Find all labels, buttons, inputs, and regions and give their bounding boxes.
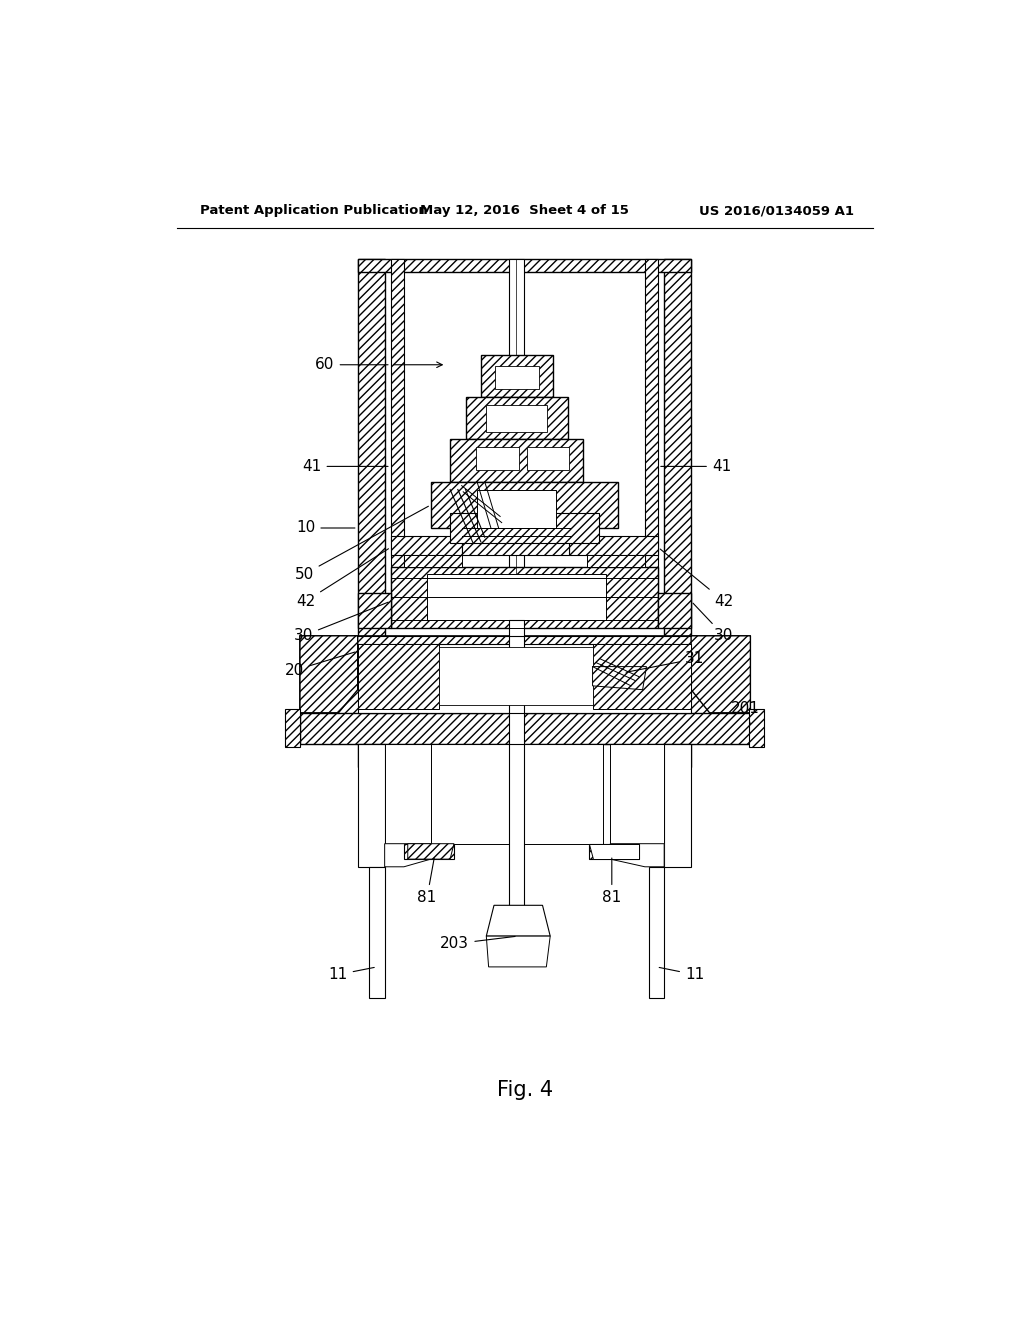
Polygon shape bbox=[610, 843, 665, 867]
Polygon shape bbox=[357, 644, 691, 713]
Polygon shape bbox=[691, 636, 751, 713]
Text: 41: 41 bbox=[302, 459, 388, 474]
Polygon shape bbox=[593, 667, 646, 689]
Text: 11: 11 bbox=[659, 968, 705, 982]
Text: 60: 60 bbox=[315, 358, 388, 372]
Text: 11: 11 bbox=[329, 968, 374, 982]
Polygon shape bbox=[477, 490, 556, 528]
Text: US 2016/0134059 A1: US 2016/0134059 A1 bbox=[699, 205, 854, 218]
Polygon shape bbox=[357, 594, 391, 628]
Text: 20: 20 bbox=[285, 652, 355, 678]
Polygon shape bbox=[509, 259, 524, 620]
Polygon shape bbox=[509, 620, 524, 928]
Polygon shape bbox=[658, 594, 691, 628]
Polygon shape bbox=[569, 536, 658, 554]
Polygon shape bbox=[749, 709, 764, 747]
Text: 30: 30 bbox=[294, 602, 388, 643]
Polygon shape bbox=[589, 843, 639, 859]
Polygon shape bbox=[495, 367, 539, 389]
Polygon shape bbox=[391, 566, 658, 628]
Polygon shape bbox=[370, 867, 385, 998]
Polygon shape bbox=[431, 743, 602, 843]
Polygon shape bbox=[665, 259, 691, 767]
Text: 81: 81 bbox=[418, 858, 436, 906]
Polygon shape bbox=[486, 906, 550, 936]
Polygon shape bbox=[466, 397, 568, 440]
Polygon shape bbox=[385, 843, 431, 867]
Text: 41: 41 bbox=[660, 459, 731, 474]
Polygon shape bbox=[587, 554, 645, 566]
Polygon shape bbox=[486, 936, 550, 966]
Polygon shape bbox=[431, 482, 617, 528]
Text: 31: 31 bbox=[626, 651, 705, 672]
Polygon shape bbox=[300, 636, 357, 713]
Polygon shape bbox=[645, 259, 658, 598]
Polygon shape bbox=[391, 536, 462, 554]
Polygon shape bbox=[300, 636, 751, 721]
Text: 42: 42 bbox=[660, 549, 733, 609]
Text: May 12, 2016  Sheet 4 of 15: May 12, 2016 Sheet 4 of 15 bbox=[421, 205, 629, 218]
Text: 203: 203 bbox=[440, 936, 515, 952]
Text: 42: 42 bbox=[296, 549, 388, 609]
Polygon shape bbox=[391, 259, 403, 598]
Text: Fig. 4: Fig. 4 bbox=[497, 1080, 553, 1100]
Text: 201: 201 bbox=[731, 701, 760, 725]
Text: Patent Application Publication: Patent Application Publication bbox=[200, 205, 428, 218]
Polygon shape bbox=[610, 743, 665, 843]
Polygon shape bbox=[357, 644, 438, 709]
Polygon shape bbox=[427, 574, 606, 620]
Polygon shape bbox=[438, 647, 593, 705]
Polygon shape bbox=[357, 743, 385, 867]
Text: 50: 50 bbox=[295, 507, 428, 582]
Text: 30: 30 bbox=[693, 603, 733, 643]
Polygon shape bbox=[589, 843, 639, 859]
Polygon shape bbox=[357, 259, 691, 272]
Polygon shape bbox=[451, 440, 584, 482]
Polygon shape bbox=[385, 743, 431, 843]
Polygon shape bbox=[285, 709, 300, 747]
Polygon shape bbox=[486, 405, 547, 432]
Polygon shape bbox=[403, 554, 462, 566]
Polygon shape bbox=[665, 743, 691, 867]
Polygon shape bbox=[476, 447, 518, 470]
Polygon shape bbox=[462, 536, 569, 554]
Text: 10: 10 bbox=[296, 520, 355, 536]
Polygon shape bbox=[481, 355, 553, 397]
Text: 81: 81 bbox=[602, 858, 622, 906]
Polygon shape bbox=[649, 867, 665, 998]
Polygon shape bbox=[403, 843, 454, 859]
Polygon shape bbox=[527, 447, 569, 470]
Polygon shape bbox=[300, 713, 751, 743]
Polygon shape bbox=[451, 512, 599, 544]
Polygon shape bbox=[593, 644, 691, 709]
Polygon shape bbox=[357, 259, 385, 767]
Polygon shape bbox=[408, 843, 454, 859]
